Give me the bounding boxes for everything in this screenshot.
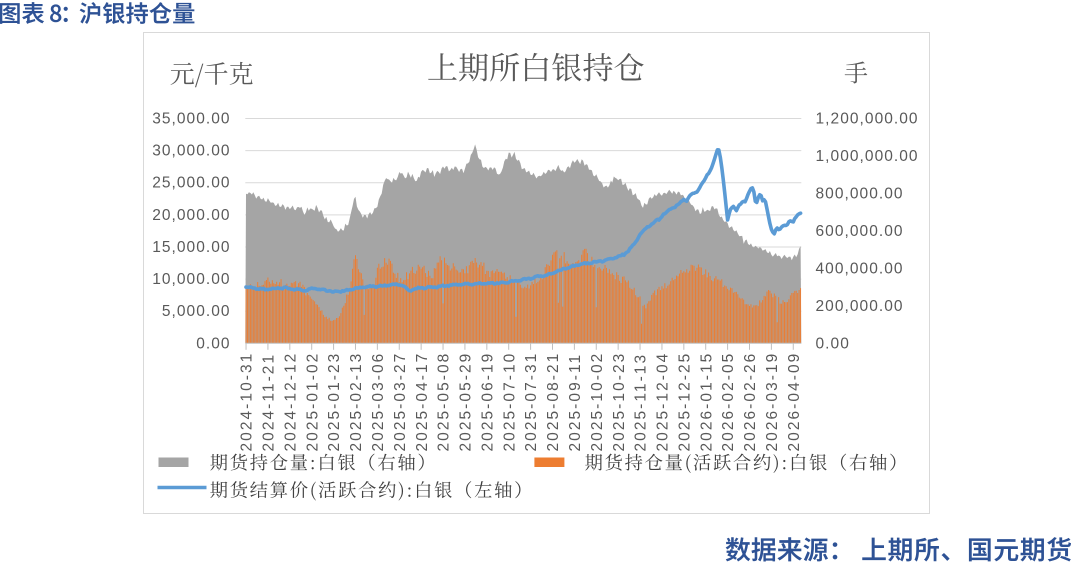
svg-text:2025-10-23: 2025-10-23 — [611, 352, 628, 452]
svg-text:2025-02-13: 2025-02-13 — [348, 352, 365, 452]
svg-text:2025-07-10: 2025-07-10 — [501, 352, 518, 452]
svg-text:2026-02-05: 2026-02-05 — [720, 352, 737, 452]
svg-text:2025-05-08: 2025-05-08 — [436, 352, 453, 452]
svg-text:1,200,000.00: 1,200,000.00 — [816, 111, 919, 128]
svg-text:15,000.00: 15,000.00 — [152, 239, 230, 256]
svg-text:35,000.00: 35,000.00 — [152, 111, 230, 128]
svg-text:2025-07-31: 2025-07-31 — [523, 352, 540, 452]
svg-text:2025-12-04: 2025-12-04 — [655, 352, 672, 452]
svg-text:2025-01-23: 2025-01-23 — [326, 352, 343, 452]
svg-text:2025-03-27: 2025-03-27 — [392, 352, 409, 452]
svg-text:2025-08-21: 2025-08-21 — [545, 352, 562, 452]
svg-text:2025-03-06: 2025-03-06 — [370, 352, 387, 452]
svg-text:2025-12-25: 2025-12-25 — [676, 352, 693, 452]
svg-text:2025-04-17: 2025-04-17 — [414, 352, 431, 452]
svg-text:2026-03-19: 2026-03-19 — [764, 352, 781, 452]
svg-text:2025-06-19: 2025-06-19 — [479, 352, 496, 452]
svg-text:1,000,000.00: 1,000,000.00 — [816, 148, 919, 165]
svg-text:2025-10-02: 2025-10-02 — [589, 352, 606, 452]
svg-text:2026-02-26: 2026-02-26 — [742, 352, 759, 452]
svg-text:0.00: 0.00 — [816, 335, 850, 352]
svg-text:2025-11-13: 2025-11-13 — [633, 353, 650, 452]
svg-text:2026-04-09: 2026-04-09 — [786, 352, 803, 452]
svg-text:0.00: 0.00 — [196, 335, 230, 352]
svg-text:400,000.00: 400,000.00 — [816, 260, 904, 277]
svg-text:800,000.00: 800,000.00 — [816, 185, 904, 202]
svg-text:30,000.00: 30,000.00 — [152, 143, 230, 160]
svg-text:2025-09-11: 2025-09-11 — [567, 353, 584, 452]
svg-text:2024-12-12: 2024-12-12 — [282, 352, 299, 452]
svg-text:2025-05-29: 2025-05-29 — [458, 352, 475, 452]
svg-text:10,000.00: 10,000.00 — [152, 271, 230, 288]
svg-text:25,000.00: 25,000.00 — [152, 175, 230, 192]
svg-text:2024-11-21: 2024-11-21 — [261, 353, 278, 452]
svg-text:5,000.00: 5,000.00 — [162, 303, 231, 320]
svg-text:2025-01-02: 2025-01-02 — [304, 352, 321, 452]
svg-text:600,000.00: 600,000.00 — [816, 223, 904, 240]
svg-text:2024-10-31: 2024-10-31 — [239, 352, 256, 452]
svg-text:200,000.00: 200,000.00 — [816, 298, 904, 315]
svg-text:2026-01-15: 2026-01-15 — [698, 352, 715, 452]
svg-text:20,000.00: 20,000.00 — [152, 207, 230, 224]
